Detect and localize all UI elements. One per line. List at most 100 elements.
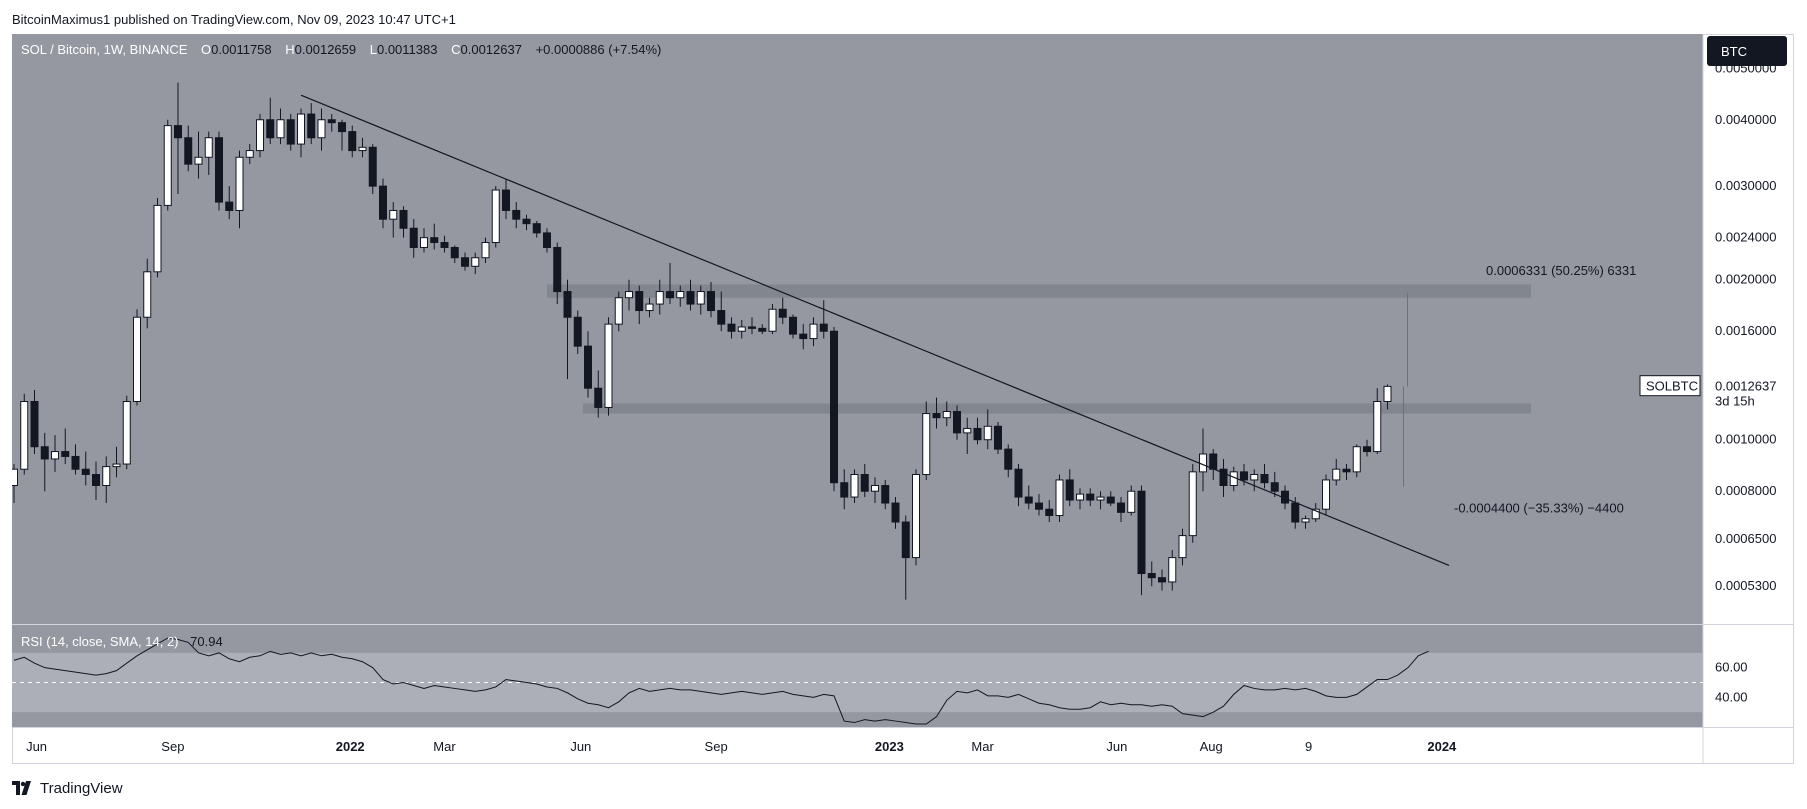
candle bbox=[1086, 488, 1095, 507]
price-tick-label: 0.0016000 bbox=[1715, 323, 1776, 338]
candle bbox=[891, 497, 900, 529]
candle bbox=[850, 469, 859, 504]
candle bbox=[830, 326, 838, 492]
candle bbox=[276, 108, 285, 145]
rsi-value: 70.94 bbox=[190, 634, 223, 649]
candle bbox=[922, 401, 931, 480]
candle bbox=[12, 464, 18, 504]
candle bbox=[286, 114, 295, 151]
candle bbox=[245, 144, 254, 165]
candle bbox=[368, 144, 377, 194]
candle bbox=[676, 285, 685, 307]
candle bbox=[901, 515, 910, 600]
candle bbox=[1137, 485, 1146, 596]
candle bbox=[317, 108, 326, 151]
candle bbox=[502, 178, 510, 220]
candle bbox=[1127, 485, 1136, 516]
candle bbox=[71, 444, 80, 475]
price-tick-label: 0.0020000 bbox=[1715, 272, 1776, 287]
candle bbox=[204, 131, 213, 175]
candle bbox=[604, 317, 613, 416]
price-tick-label: 0.0006500 bbox=[1715, 531, 1776, 546]
candle bbox=[1168, 550, 1177, 591]
candle bbox=[635, 285, 644, 325]
candle bbox=[389, 202, 398, 238]
candle bbox=[174, 82, 182, 194]
candle bbox=[1373, 388, 1382, 454]
candle bbox=[737, 319, 746, 339]
candle bbox=[1332, 458, 1341, 486]
time-tick-label: Mar bbox=[971, 739, 994, 754]
time-axis[interactable]: Jun Sep 2022 Mar Jun Sep 2023 Mar Jun Aug 9 2024 bbox=[26, 739, 1457, 754]
price-tick-label: 0.0008000 bbox=[1715, 483, 1776, 498]
price-pane[interactable] bbox=[12, 34, 1703, 624]
currency-button[interactable]: BTC bbox=[1707, 36, 1787, 66]
candle bbox=[1076, 488, 1084, 510]
candle bbox=[440, 235, 449, 253]
descending-trendline[interactable] bbox=[300, 94, 1450, 566]
price-tick-label: 0.0005300 bbox=[1715, 578, 1776, 593]
candle bbox=[840, 469, 849, 510]
bar-countdown: 3d 15h bbox=[1715, 394, 1755, 409]
candle bbox=[1342, 464, 1351, 480]
ohlc-change: +0.0000886 (+7.54%) bbox=[536, 42, 662, 57]
tradingview-chart[interactable]: 0.0006331 (50.25%) 6331 -0.0004400 (−35.3… bbox=[12, 34, 1794, 764]
candle bbox=[881, 479, 890, 510]
ohlc-close-label: C bbox=[451, 42, 460, 57]
candle bbox=[92, 461, 100, 501]
rsi-tick-label: 40.00 bbox=[1715, 689, 1748, 704]
currency-button-label: BTC bbox=[1721, 44, 1747, 59]
time-tick-label: Aug bbox=[1200, 739, 1223, 754]
rsi-legend: RSI (14, close, SMA, 14, 2) 70.94 bbox=[21, 634, 223, 649]
price-tick-label: 0.0010000 bbox=[1715, 432, 1776, 447]
ohlc-open-value: 0.0011758 bbox=[211, 42, 272, 57]
candle bbox=[553, 242, 562, 305]
candle bbox=[912, 469, 920, 566]
candle bbox=[932, 397, 941, 429]
price-zone-2 bbox=[582, 403, 1531, 414]
time-tick-label: Jun bbox=[570, 739, 591, 754]
candle bbox=[30, 390, 39, 454]
candle bbox=[594, 370, 603, 418]
candle bbox=[707, 282, 715, 318]
candle bbox=[1363, 439, 1371, 457]
ohlc-low-label: L bbox=[370, 42, 377, 57]
candle bbox=[953, 405, 961, 440]
support-resistance-zones bbox=[547, 284, 1531, 414]
tradingview-logo[interactable]: TradingView bbox=[12, 778, 123, 798]
candle bbox=[194, 131, 203, 179]
candles-layer bbox=[12, 82, 1392, 600]
candle bbox=[184, 125, 193, 172]
candle bbox=[163, 119, 172, 211]
candle bbox=[327, 114, 336, 132]
candle bbox=[696, 285, 705, 315]
candle bbox=[338, 119, 346, 151]
time-tick-label: 9 bbox=[1305, 739, 1312, 754]
candle bbox=[1147, 561, 1156, 587]
price-tick-label: 0.0024000 bbox=[1715, 230, 1776, 245]
price-tick-label: 0.0040000 bbox=[1715, 112, 1776, 127]
candle bbox=[235, 150, 244, 229]
candle bbox=[584, 331, 592, 398]
ohlc-high-label: H bbox=[285, 42, 294, 57]
candle bbox=[1024, 485, 1033, 510]
time-tick-label: Jun bbox=[26, 739, 47, 754]
candle bbox=[860, 464, 869, 498]
candle bbox=[1270, 471, 1279, 498]
candle bbox=[61, 428, 70, 465]
candle bbox=[1117, 497, 1125, 523]
candle bbox=[122, 395, 131, 470]
candle bbox=[481, 237, 490, 264]
candle bbox=[491, 186, 500, 248]
time-tick-label: Sep bbox=[161, 739, 184, 754]
candle bbox=[215, 131, 223, 211]
candle bbox=[307, 103, 316, 145]
candle bbox=[655, 279, 664, 315]
time-tick-label: Mar bbox=[433, 739, 456, 754]
candle bbox=[409, 219, 418, 258]
candle bbox=[112, 446, 121, 478]
candle bbox=[778, 297, 787, 325]
rsi-layer bbox=[12, 637, 1703, 725]
candle bbox=[809, 317, 818, 347]
